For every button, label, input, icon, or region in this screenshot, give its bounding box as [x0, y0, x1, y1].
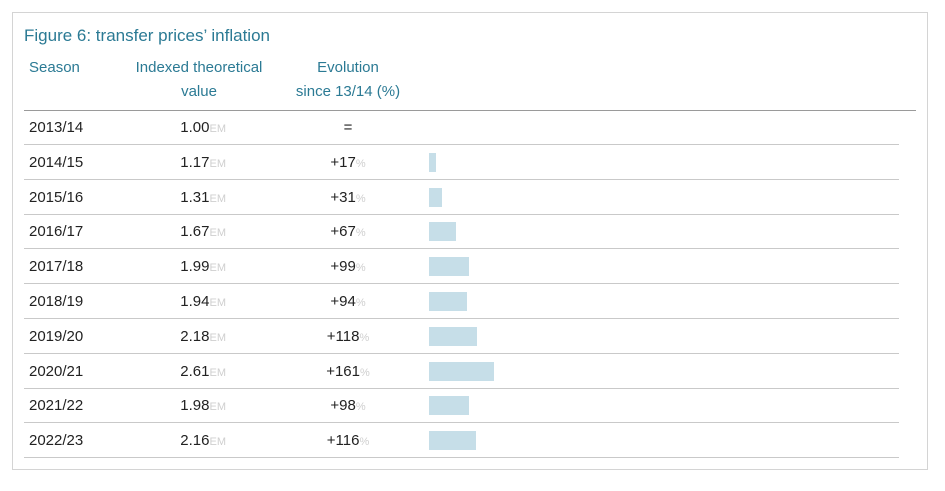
evolution-bar — [429, 222, 457, 242]
season-cell: 2013/14 — [29, 119, 84, 136]
table-row: 2020/21 2.61EM +161% — [24, 355, 899, 389]
table-row: 2016/17 1.67EM +67% — [24, 215, 899, 250]
evolution-cell: +99% — [280, 250, 416, 284]
value-cell: 1.00EM — [120, 111, 226, 145]
evolution-text: +98 — [330, 397, 356, 415]
evolution-bar — [429, 292, 467, 311]
season-cell: 2019/20 — [29, 327, 84, 345]
evolution-text: +118 — [326, 327, 360, 345]
value-unit: EM — [209, 436, 227, 449]
value-text: 1.67 — [180, 223, 210, 241]
value-text: 1.17 — [180, 153, 210, 171]
value-unit: EM — [209, 262, 227, 275]
evolution-cell: = — [280, 111, 416, 145]
value-cell: 2.16EM — [120, 424, 226, 458]
evolution-cell: +118% — [280, 320, 416, 354]
value-cell: 2.61EM — [120, 355, 226, 389]
season-cell: 2015/16 — [29, 188, 84, 206]
evolution-unit: % — [355, 227, 366, 240]
evolution-text: +161 — [326, 362, 360, 380]
value-cell: 1.99EM — [120, 250, 226, 284]
figure-frame — [12, 12, 928, 470]
value-text: 1.99 — [180, 258, 210, 276]
season-cell: 2017/18 — [29, 258, 84, 276]
evolution-text: +31 — [330, 188, 356, 206]
table-row: 2022/23 2.16EM +116% — [24, 424, 899, 459]
value-text: 2.18 — [180, 327, 210, 345]
value-text: 1.31 — [180, 188, 210, 206]
season-cell: 2022/23 — [29, 432, 84, 450]
table-row: 2018/19 1.94EM +94% — [24, 285, 899, 319]
evolution-cell: +17% — [280, 146, 416, 180]
season-cell: 2020/21 — [29, 362, 84, 380]
table-row: 2019/20 2.18EM +118% — [24, 320, 899, 354]
evolution-cell: +161% — [280, 355, 416, 389]
evolution-bar — [429, 257, 469, 277]
column-header-season-line: Season — [29, 59, 80, 76]
value-cell: 1.94EM — [120, 285, 226, 319]
column-header-evolution-line-2: since 13/14 (%) — [295, 83, 401, 100]
value-text: 2.16 — [180, 432, 210, 450]
evolution-bar — [429, 326, 477, 346]
value-unit: EM — [209, 227, 227, 240]
evolution-unit: % — [359, 436, 370, 449]
column-header-value-line-1: Indexed theoretical — [135, 59, 263, 76]
evolution-text: +116 — [326, 432, 360, 450]
evolution-cell: +94% — [280, 285, 416, 319]
table-row: 2014/15 1.17EM +17% — [24, 146, 899, 180]
value-text: 2.61 — [180, 362, 210, 380]
value-unit: EM — [209, 157, 227, 170]
evolution-text: +17 — [330, 153, 356, 171]
table-row: 2013/14 1.00EM = — [24, 111, 899, 145]
value-cell: 2.18EM — [120, 320, 226, 354]
evolution-unit: % — [360, 366, 370, 379]
evolution-text: = — [343, 119, 353, 136]
table-row: 2021/22 1.98EM +98% — [24, 389, 899, 424]
evolution-text: +94 — [330, 293, 356, 310]
value-unit: EM — [209, 401, 227, 414]
season-cell: 2021/22 — [29, 397, 84, 415]
evolution-unit: % — [355, 401, 366, 414]
column-header-season: Season — [29, 56, 80, 80]
value-cell: 1.31EM — [120, 181, 226, 215]
evolution-unit: % — [355, 262, 366, 275]
value-unit: EM — [209, 331, 227, 344]
column-header-value: Indexed theoretical value — [120, 56, 278, 104]
column-header-evolution-line-1: Evolution — [317, 59, 379, 76]
season-cell: 2016/17 — [29, 223, 84, 241]
column-header-value-line-2: value — [181, 83, 217, 100]
chart-title: Figure 6: transfer prices’ inflation — [24, 26, 270, 45]
header-divider — [24, 110, 916, 111]
value-text: 1.00 — [180, 119, 210, 136]
evolution-unit: % — [355, 157, 366, 170]
evolution-bar — [429, 152, 436, 172]
value-text: 1.94 — [180, 293, 210, 310]
evolution-bar — [429, 187, 442, 207]
season-cell: 2014/15 — [29, 153, 84, 171]
value-unit: EM — [209, 366, 227, 379]
evolution-bar — [429, 361, 494, 381]
evolution-text: +99 — [330, 258, 356, 276]
evolution-cell: +116% — [280, 424, 416, 458]
evolution-cell: +98% — [280, 389, 416, 423]
value-unit: EM — [209, 123, 227, 135]
evolution-cell: +67% — [280, 215, 416, 249]
evolution-unit: % — [355, 297, 366, 309]
evolution-unit: % — [359, 331, 370, 344]
evolution-unit: % — [355, 192, 366, 205]
value-cell: 1.98EM — [120, 389, 226, 423]
evolution-text: +67 — [330, 223, 356, 241]
value-cell: 1.17EM — [120, 146, 226, 180]
value-text: 1.98 — [180, 397, 210, 415]
season-cell: 2018/19 — [29, 293, 84, 310]
value-unit: EM — [209, 192, 227, 205]
value-unit: EM — [209, 297, 227, 309]
table-row: 2017/18 1.99EM +99% — [24, 250, 899, 285]
table-row: 2015/16 1.31EM +31% — [24, 181, 899, 215]
evolution-bar — [429, 431, 476, 451]
value-cell: 1.67EM — [120, 215, 226, 249]
column-header-evolution: Evolution since 13/14 (%) — [280, 56, 416, 104]
evolution-cell: +31% — [280, 181, 416, 215]
evolution-bar — [429, 396, 469, 416]
